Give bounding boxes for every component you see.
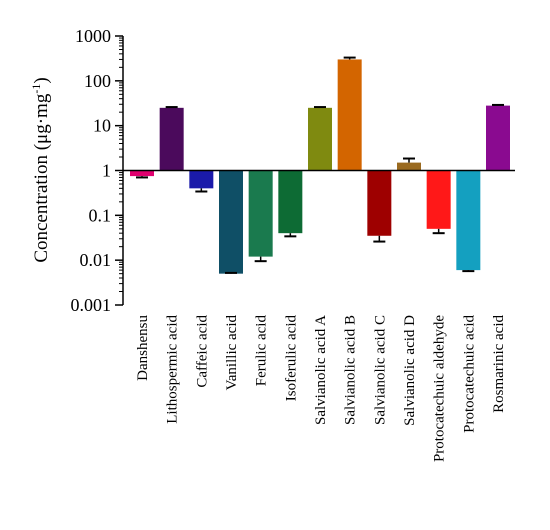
- axes-group: [122, 36, 515, 305]
- bar-0: [130, 170, 154, 177]
- x-tick-label-6: Salvianolic acid A: [313, 315, 329, 425]
- bar-1: [159, 107, 184, 171]
- y-axis-title: Concentration (μg·mg-1): [29, 77, 52, 262]
- x-tick-label-7: Salvianolic acid B: [343, 315, 359, 425]
- y-tick-label-4: 10: [93, 116, 111, 136]
- error-bar-3: [225, 271, 237, 274]
- y-tick-label-2: 0.1: [89, 205, 112, 225]
- error-bar-4: [254, 256, 267, 263]
- bar-12: [486, 105, 510, 171]
- x-tick-label-8: Salvianolic acid C: [372, 315, 388, 425]
- x-tick-label-0: Danshensu: [135, 315, 151, 381]
- bar-3: [219, 170, 243, 274]
- bar-2: [189, 170, 214, 189]
- y-tick-label-6: 1000: [75, 26, 111, 46]
- bar-8: [367, 170, 392, 236]
- x-tick-label-4: Ferulic acid: [254, 315, 270, 387]
- error-bar-5: [284, 233, 297, 238]
- y-axis-title-main: Concentration (μg·mg: [31, 93, 52, 263]
- error-bar-10: [432, 228, 445, 235]
- error-bar-6: [314, 106, 326, 109]
- y-ticks-group: 0.001 0.01 0.1 1 10 100 1000: [71, 26, 123, 315]
- x-tick-label-12: Rosmarinic acid: [491, 315, 507, 413]
- x-tick-label-3: Vanillic acid: [224, 315, 240, 391]
- error-bar-0: [136, 176, 148, 179]
- error-bar-8: [373, 235, 386, 243]
- x-tick-label-5: Isoferulic acid: [283, 315, 299, 402]
- error-bar-12: [492, 103, 504, 106]
- error-bar-7: [343, 56, 356, 60]
- x-tick-label-11: Protocatechuic acid: [461, 315, 477, 433]
- bar-11: [456, 170, 481, 271]
- error-bar-2: [195, 188, 208, 193]
- y-tick-label-0: 0.001: [71, 295, 112, 315]
- bar-10: [426, 170, 451, 229]
- y-tick-label-5: 100: [84, 71, 111, 91]
- error-bar-1: [165, 106, 178, 109]
- y-axis-title-close: ): [31, 77, 52, 83]
- x-tick-label-2: Caffeic acid: [194, 315, 210, 388]
- error-bar-11: [462, 270, 475, 273]
- error-bar-9: [403, 157, 415, 163]
- y-axis-title-sup: -1: [29, 84, 43, 94]
- x-tick-label-9: Salvianolic acid D: [402, 315, 418, 426]
- bar-9: [397, 162, 421, 171]
- bar-6: [308, 107, 332, 171]
- bar-7: [337, 59, 362, 171]
- x-tick-label-10: Protocatechuic aldehyde: [432, 315, 448, 462]
- error-bars-group: [136, 56, 504, 274]
- bars-group: [130, 59, 510, 274]
- bar-4: [248, 170, 273, 257]
- x-labels-group: Danshensu Lithospermic acid Caffeic acid Va…: [135, 315, 507, 463]
- y-tick-label-3: 1: [102, 161, 111, 181]
- y-tick-label-1: 0.01: [80, 250, 112, 270]
- x-tick-label-1: Lithospermic acid: [165, 315, 181, 424]
- bar-5: [278, 170, 303, 234]
